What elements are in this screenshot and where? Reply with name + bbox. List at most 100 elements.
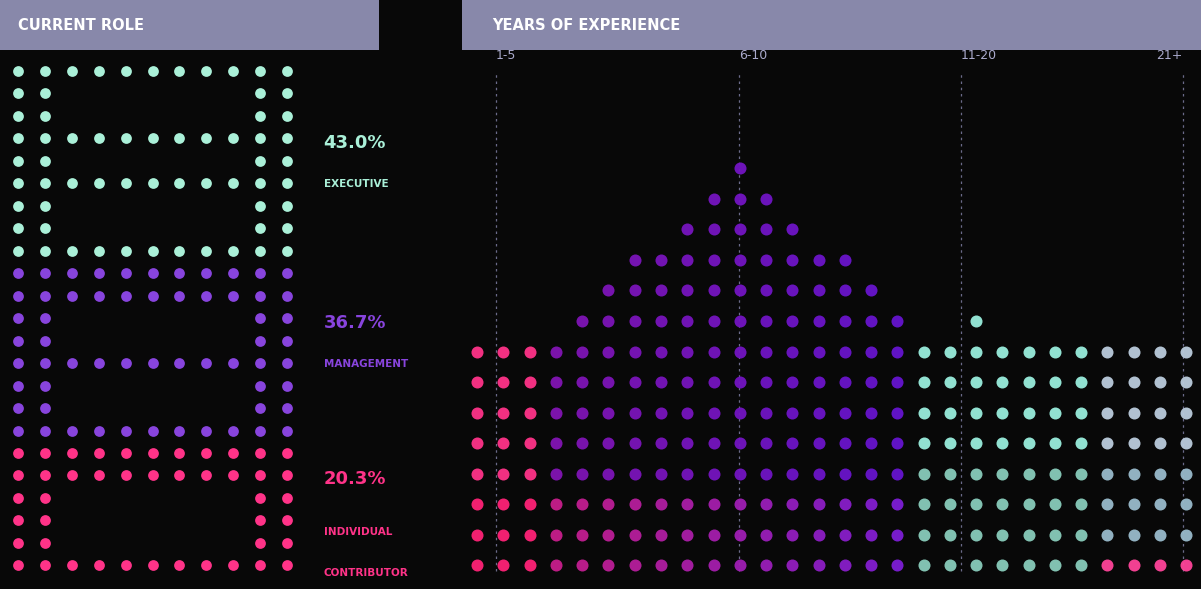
Point	[993, 499, 1012, 509]
Point	[169, 448, 189, 458]
Point	[730, 224, 749, 234]
Point	[8, 336, 28, 345]
Point	[704, 347, 723, 356]
Point	[1098, 347, 1117, 356]
Point	[520, 408, 539, 418]
Point	[223, 448, 243, 458]
Point	[143, 561, 162, 570]
Point	[1124, 469, 1143, 478]
Point	[1177, 408, 1196, 418]
Point	[223, 426, 243, 435]
Point	[625, 469, 644, 478]
Point	[888, 530, 907, 540]
Point	[169, 246, 189, 255]
Point	[89, 246, 108, 255]
Point	[250, 538, 269, 548]
Point	[1124, 347, 1143, 356]
Point	[861, 438, 880, 448]
Point	[1124, 499, 1143, 509]
Point	[914, 561, 933, 570]
Point	[599, 530, 619, 540]
Point	[1018, 561, 1038, 570]
Point	[730, 255, 749, 264]
Point	[169, 358, 189, 368]
Point	[730, 499, 749, 509]
Point	[250, 201, 269, 210]
Point	[36, 88, 55, 98]
Point	[940, 378, 960, 387]
Point	[520, 530, 539, 540]
Point	[1045, 499, 1064, 509]
Point	[783, 316, 802, 326]
Point	[1071, 530, 1091, 540]
Point	[197, 471, 216, 480]
Point	[36, 538, 55, 548]
Point	[677, 530, 697, 540]
Point	[1018, 438, 1038, 448]
Point	[730, 561, 749, 570]
Point	[1098, 561, 1117, 570]
Point	[8, 111, 28, 120]
Point	[277, 111, 297, 120]
Point	[1098, 469, 1117, 478]
Point	[546, 408, 566, 418]
Point	[8, 269, 28, 278]
Point	[573, 408, 592, 418]
Point	[967, 378, 986, 387]
Point	[573, 530, 592, 540]
Point	[704, 438, 723, 448]
Point	[1071, 438, 1091, 448]
Point	[809, 561, 829, 570]
Point	[36, 269, 55, 278]
Point	[599, 408, 619, 418]
Point	[1018, 408, 1038, 418]
Point	[250, 156, 269, 166]
Point	[757, 408, 776, 418]
Point	[8, 358, 28, 368]
Point	[757, 255, 776, 264]
Point	[143, 471, 162, 480]
Point	[250, 471, 269, 480]
Point	[89, 178, 108, 188]
Point	[546, 499, 566, 509]
Point	[520, 438, 539, 448]
Point	[677, 408, 697, 418]
Point	[36, 156, 55, 166]
Point	[250, 336, 269, 345]
Point	[1124, 438, 1143, 448]
Point	[677, 286, 697, 295]
Point	[89, 448, 108, 458]
Point	[1177, 378, 1196, 387]
Point	[835, 469, 854, 478]
Point	[783, 347, 802, 356]
Point	[993, 469, 1012, 478]
Point	[89, 561, 108, 570]
Point	[914, 408, 933, 418]
Point	[546, 530, 566, 540]
Point	[8, 471, 28, 480]
Point	[1124, 530, 1143, 540]
Point	[1045, 408, 1064, 418]
Point	[250, 66, 269, 75]
Text: 11-20: 11-20	[961, 49, 997, 62]
Point	[62, 246, 82, 255]
Point	[730, 530, 749, 540]
Point	[197, 448, 216, 458]
Point	[677, 438, 697, 448]
Point	[914, 378, 933, 387]
Point	[277, 178, 297, 188]
Point	[520, 469, 539, 478]
Point	[1071, 378, 1091, 387]
Point	[277, 223, 297, 233]
Point	[116, 471, 136, 480]
Point	[89, 426, 108, 435]
Point	[197, 426, 216, 435]
Point	[704, 469, 723, 478]
Point	[599, 347, 619, 356]
Point	[809, 378, 829, 387]
Point	[36, 134, 55, 143]
Point	[116, 66, 136, 75]
Point	[993, 378, 1012, 387]
Point	[8, 201, 28, 210]
Point	[1018, 499, 1038, 509]
